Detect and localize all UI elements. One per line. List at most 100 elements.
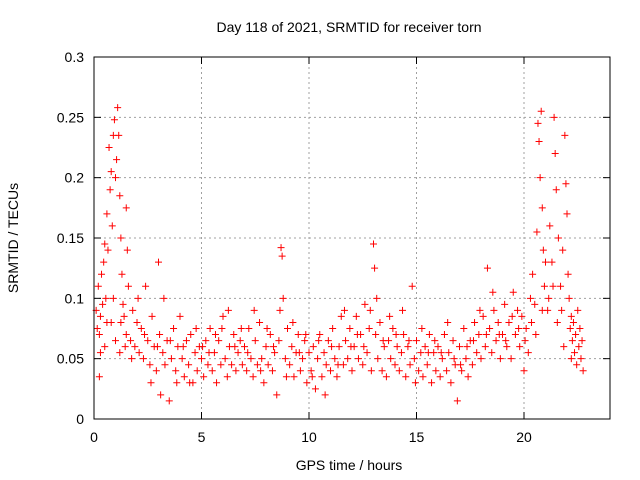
data-point bbox=[329, 325, 337, 332]
data-point bbox=[244, 349, 252, 357]
data-point bbox=[101, 343, 109, 351]
data-point bbox=[251, 337, 259, 345]
data-point bbox=[354, 355, 362, 363]
data-point bbox=[413, 337, 420, 345]
data-point bbox=[423, 361, 431, 369]
data-point bbox=[347, 343, 355, 351]
data-point bbox=[224, 306, 232, 314]
data-point bbox=[121, 343, 129, 351]
data-point bbox=[314, 355, 322, 363]
x-axis-label: GPS time / hours bbox=[296, 457, 403, 473]
data-point bbox=[342, 337, 350, 345]
data-point bbox=[432, 367, 440, 375]
data-point bbox=[228, 361, 236, 369]
data-point bbox=[173, 379, 181, 387]
y-tick-label: 0.15 bbox=[57, 230, 84, 246]
data-point bbox=[146, 361, 154, 369]
data-point bbox=[456, 343, 463, 351]
data-point bbox=[107, 168, 115, 176]
data-point bbox=[549, 282, 557, 290]
data-point bbox=[571, 349, 579, 357]
data-point bbox=[577, 355, 585, 363]
data-point bbox=[496, 355, 504, 363]
data-point bbox=[477, 355, 485, 363]
data-point bbox=[359, 361, 367, 369]
data-point bbox=[490, 306, 498, 314]
data-point bbox=[253, 361, 261, 369]
data-point bbox=[129, 306, 137, 314]
y-tick-label: 0.1 bbox=[65, 290, 85, 306]
data-point bbox=[260, 379, 268, 387]
data-point bbox=[361, 300, 369, 308]
data-point bbox=[218, 325, 226, 332]
data-point bbox=[328, 343, 336, 351]
data-point bbox=[578, 337, 586, 345]
data-point bbox=[180, 373, 188, 381]
data-point bbox=[348, 367, 356, 375]
data-point bbox=[178, 355, 186, 363]
data-point bbox=[481, 343, 489, 351]
data-point bbox=[137, 325, 145, 332]
data-point bbox=[176, 312, 184, 320]
data-point bbox=[99, 300, 107, 308]
data-point bbox=[514, 306, 522, 314]
data-point bbox=[327, 367, 334, 375]
data-point bbox=[305, 349, 313, 357]
data-point bbox=[324, 337, 332, 345]
y-tick-label: 0 bbox=[76, 411, 84, 427]
data-point bbox=[223, 373, 231, 381]
data-point bbox=[290, 373, 298, 381]
data-point bbox=[221, 355, 229, 363]
data-point bbox=[187, 331, 195, 339]
data-point bbox=[160, 294, 168, 302]
data-point bbox=[284, 325, 291, 332]
data-point bbox=[276, 306, 284, 314]
data-point bbox=[575, 343, 583, 351]
data-point bbox=[476, 306, 484, 314]
data-point bbox=[296, 367, 304, 375]
data-point bbox=[535, 137, 543, 145]
data-point bbox=[279, 294, 287, 302]
data-point bbox=[109, 294, 117, 302]
data-point bbox=[387, 355, 395, 363]
data-point bbox=[116, 349, 124, 357]
data-point bbox=[96, 312, 104, 320]
data-point bbox=[273, 391, 281, 399]
data-point bbox=[378, 367, 386, 375]
y-tick-label: 0.25 bbox=[57, 109, 84, 125]
data-point bbox=[186, 379, 194, 387]
data-point bbox=[482, 331, 490, 339]
data-point bbox=[182, 337, 190, 345]
data-point bbox=[425, 331, 433, 339]
data-point bbox=[538, 204, 546, 212]
data-point bbox=[139, 355, 147, 363]
data-point bbox=[308, 373, 316, 381]
data-point bbox=[337, 312, 345, 320]
data-point bbox=[489, 288, 497, 296]
data-point bbox=[123, 246, 131, 254]
data-point bbox=[404, 343, 412, 351]
data-point bbox=[464, 373, 472, 381]
data-point bbox=[104, 246, 112, 254]
data-points bbox=[92, 104, 587, 405]
data-point bbox=[545, 294, 553, 302]
data-point bbox=[142, 282, 150, 290]
data-point bbox=[469, 337, 477, 345]
data-point bbox=[569, 318, 577, 326]
data-point bbox=[503, 343, 511, 351]
y-tick-label: 0.3 bbox=[65, 49, 85, 65]
data-point bbox=[501, 300, 509, 308]
data-point bbox=[155, 258, 162, 266]
data-point bbox=[268, 367, 276, 375]
data-point bbox=[579, 367, 587, 375]
data-point bbox=[509, 288, 517, 296]
data-point bbox=[518, 312, 526, 320]
data-point bbox=[553, 318, 561, 326]
data-point bbox=[264, 361, 272, 369]
x-tick-label: 20 bbox=[516, 429, 532, 445]
data-point bbox=[258, 355, 266, 363]
data-point bbox=[402, 373, 410, 381]
data-point bbox=[460, 325, 468, 332]
data-point bbox=[271, 349, 279, 357]
